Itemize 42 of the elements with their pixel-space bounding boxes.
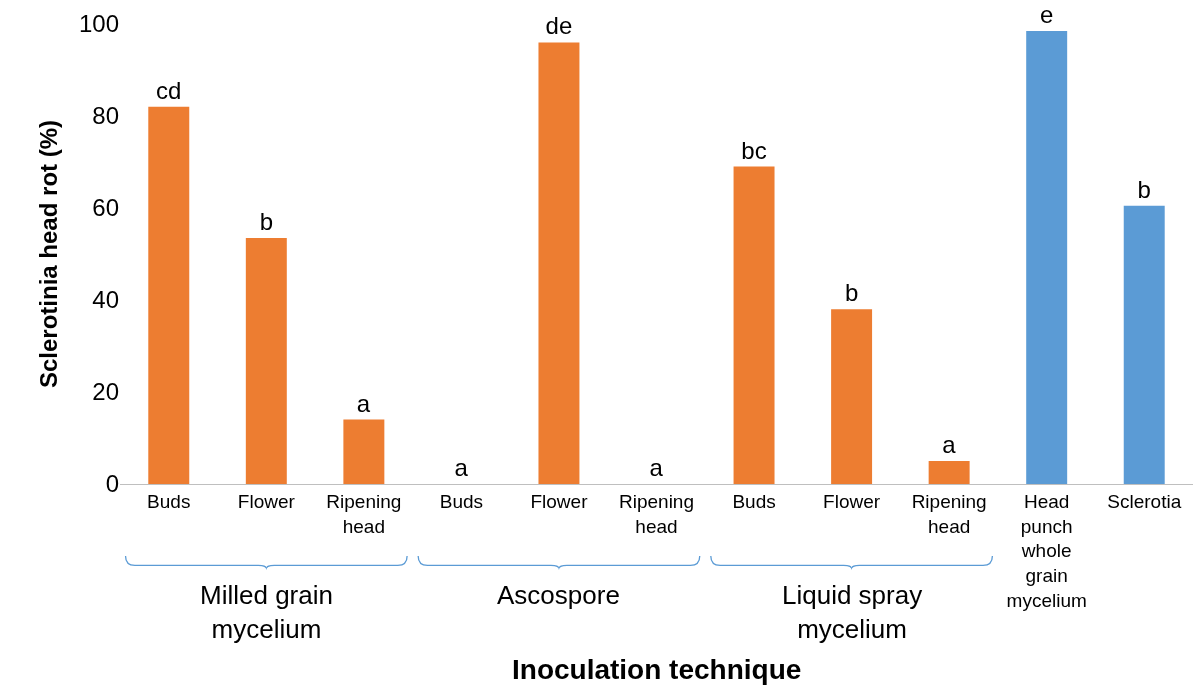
data-label: a xyxy=(356,389,371,417)
x-tick-label: Flower xyxy=(237,490,296,512)
x-tick-label: Flower xyxy=(823,490,881,512)
bar xyxy=(148,106,190,484)
x-tick-label: Head punch whole grain mycelium xyxy=(1006,490,1087,611)
y-tick-label: 80 xyxy=(92,102,119,130)
data-label: a xyxy=(454,454,469,481)
y-tick-label: 20 xyxy=(92,378,119,406)
x-tick-label: Sclerotia xyxy=(1107,490,1182,512)
text: Milled grain mycelium xyxy=(200,580,333,644)
x-tick-label: Flower xyxy=(530,490,589,512)
x-tick-label: Ripening head xyxy=(326,490,402,537)
y-axis-title: Sclerotinia head rot (%) xyxy=(35,119,63,389)
x-tick-label: Buds xyxy=(147,490,191,512)
bar xyxy=(928,461,970,484)
data-label: e xyxy=(1040,0,1054,28)
data-label: b xyxy=(259,207,273,235)
y-tick-label: 60 xyxy=(92,194,119,222)
y-tick-label: 100 xyxy=(78,10,119,38)
data-label: a xyxy=(649,454,664,481)
data-label: de xyxy=(545,12,573,40)
bar xyxy=(1026,30,1068,484)
data-label: bc xyxy=(741,136,767,164)
x-tick-label: Buds xyxy=(439,490,484,512)
data-label: b xyxy=(1137,175,1151,203)
bar xyxy=(538,42,580,484)
y-tick-label: 0 xyxy=(105,470,119,498)
bar xyxy=(343,419,385,484)
bar xyxy=(1123,205,1165,484)
bar xyxy=(733,166,775,484)
x-axis-title: Inoculation technique xyxy=(512,654,802,685)
text: Liquid spray mycelium xyxy=(782,580,923,644)
data-label: cd xyxy=(156,76,182,104)
text: Ascospore xyxy=(497,580,620,610)
x-tick-label: Buds xyxy=(732,490,776,512)
x-tick-label: Ripening head xyxy=(911,490,987,537)
bar xyxy=(245,237,287,484)
bar xyxy=(831,309,873,484)
data-label: a xyxy=(942,431,957,458)
x-tick-label: Ripening head xyxy=(619,490,694,537)
y-tick-label: 40 xyxy=(92,286,119,314)
data-label: b xyxy=(844,279,859,307)
